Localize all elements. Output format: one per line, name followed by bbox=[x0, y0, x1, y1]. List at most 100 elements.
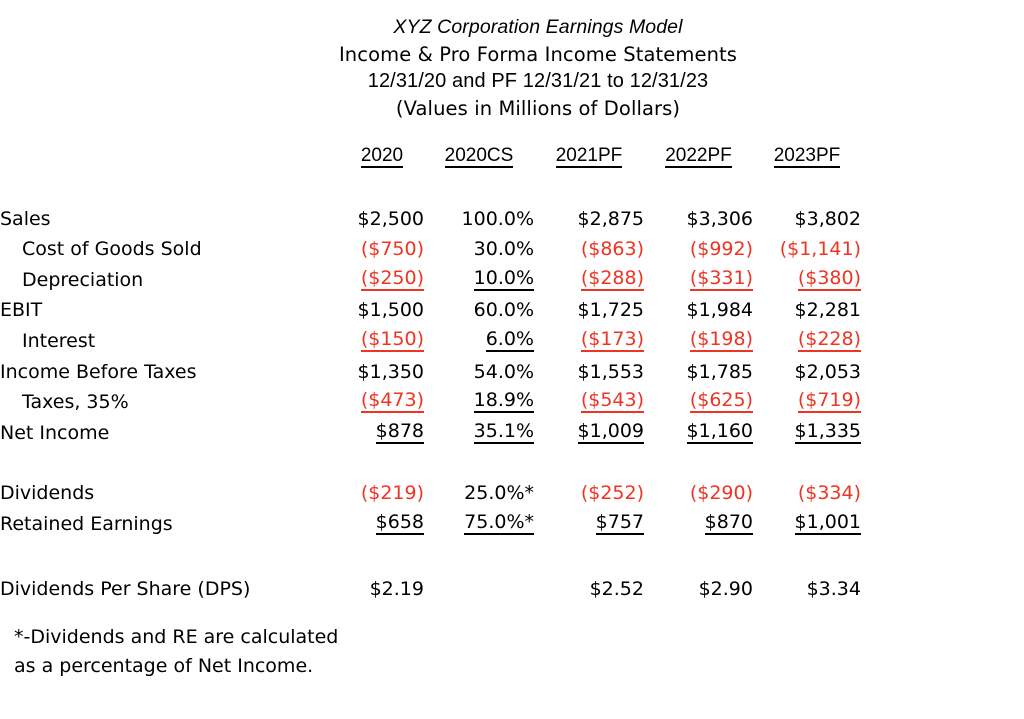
cell-2020cs bbox=[424, 569, 534, 600]
cell-2021pf: ($252) bbox=[580, 482, 644, 505]
header-cell-2022pf: 2022PF bbox=[644, 137, 753, 169]
table-row-dividends-per-share: Dividends Per Share (DPS) $2.19 $2.52 $2… bbox=[0, 569, 861, 600]
header-label-2023pf: 2023PF bbox=[773, 145, 841, 168]
cell-2020cs: 18.9% bbox=[473, 389, 534, 414]
cell-2020cs: 30.0% bbox=[473, 238, 534, 261]
row-label: Income Before Taxes bbox=[0, 360, 197, 383]
cell-2021pf: ($863) bbox=[580, 238, 644, 261]
cell-2021pf: ($543) bbox=[580, 389, 644, 414]
spacer-row bbox=[0, 444, 861, 474]
footnote-line-2: as a percentage of Net Income. bbox=[14, 655, 314, 677]
document-title-block: XYZ Corporation Earnings Model Income & … bbox=[0, 14, 1024, 122]
cell-2023pf: $2,053 bbox=[794, 360, 861, 383]
header-cell-2020cs: 2020CS bbox=[424, 137, 534, 169]
cell-2022pf: $870 bbox=[704, 510, 753, 535]
cell-2022pf: ($290) bbox=[689, 482, 753, 505]
row-label: Dividends Per Share (DPS) bbox=[0, 577, 251, 600]
cell-2020: ($750) bbox=[360, 238, 424, 261]
cell-2023pf: $2,281 bbox=[794, 299, 861, 322]
cell-2020cs: 6.0% bbox=[485, 327, 534, 352]
cell-2020: $1,500 bbox=[357, 299, 424, 322]
table-row-net-income: Net Income $878 35.1% $1,009 $1,160 $1,3… bbox=[0, 413, 861, 444]
table-row-income-before-taxes: Income Before Taxes $1,350 54.0% $1,553 … bbox=[0, 352, 861, 383]
header-label-2022pf: 2022PF bbox=[665, 145, 732, 168]
table-header-row: 2020 2020CS 2021PF 2022PF 2023PF bbox=[0, 137, 861, 169]
cell-2023pf: ($334) bbox=[797, 482, 861, 505]
cell-2022pf: $1,984 bbox=[686, 299, 753, 322]
table-row-taxes: Taxes, 35% ($473) 18.9% ($543) ($625) ($… bbox=[0, 383, 861, 414]
page-subtitle: Income & Pro Forma Income Statements bbox=[338, 43, 738, 66]
header-cell-label bbox=[0, 137, 340, 169]
cell-2021pf: $1,009 bbox=[577, 419, 644, 444]
cell-2022pf: ($198) bbox=[689, 327, 753, 352]
cell-2020cs: 10.0% bbox=[473, 266, 534, 291]
cell-2020: $2.19 bbox=[369, 577, 424, 600]
header-label-2021pf: 2021PF bbox=[555, 145, 623, 168]
cell-2020: ($219) bbox=[360, 482, 424, 505]
table-row-ebit: EBIT $1,500 60.0% $1,725 $1,984 $2,281 bbox=[0, 291, 861, 322]
table-row-retained-earnings: Retained Earnings $658 75.0%* $757 $870 … bbox=[0, 504, 861, 535]
row-label: EBIT bbox=[0, 299, 43, 322]
cell-2022pf: $2.90 bbox=[698, 577, 753, 600]
cell-2021pf: $2,875 bbox=[577, 207, 644, 230]
cell-2020cs: 54.0% bbox=[473, 360, 534, 383]
cell-2020: ($473) bbox=[360, 389, 424, 414]
income-statement-table: 2020 2020CS 2021PF 2022PF 2023PF Sales $… bbox=[0, 137, 861, 600]
page-title: XYZ Corporation Earnings Model bbox=[393, 16, 683, 38]
row-label: Retained Earnings bbox=[0, 512, 173, 535]
table-row-depreciation: Depreciation ($250) 10.0% ($288) ($331) … bbox=[0, 260, 861, 291]
row-label: Dividends bbox=[0, 482, 95, 505]
cell-2023pf: ($719) bbox=[797, 389, 861, 414]
cell-2022pf: ($331) bbox=[689, 266, 753, 291]
cell-2020: ($150) bbox=[360, 327, 424, 352]
table-row-dividends: Dividends ($219) 25.0%* ($252) ($290) ($… bbox=[0, 474, 861, 505]
cell-2020cs: 25.0%* bbox=[464, 482, 534, 505]
cell-2021pf: $1,553 bbox=[577, 360, 644, 383]
header-label-2020: 2020 bbox=[360, 145, 404, 168]
row-label: Interest bbox=[22, 329, 96, 352]
footnote: *-Dividends and RE are calculated as a p… bbox=[14, 623, 338, 681]
row-label: Depreciation bbox=[22, 268, 144, 291]
cell-2020cs: 60.0% bbox=[473, 299, 534, 322]
table-row-cost-of-goods-sold: Cost of Goods Sold ($750) 30.0% ($863) (… bbox=[0, 230, 861, 261]
page-date-range: 12/31/20 and PF 12/31/21 to 12/31/23 bbox=[367, 70, 709, 92]
header-cell-2021pf: 2021PF bbox=[534, 137, 644, 169]
cell-2021pf: $1,725 bbox=[577, 299, 644, 322]
cell-2020: $2,500 bbox=[357, 207, 424, 230]
row-label: Net Income bbox=[0, 421, 110, 444]
cell-2023pf: $3.34 bbox=[806, 577, 861, 600]
cell-2021pf: ($173) bbox=[580, 327, 644, 352]
cell-2021pf: $757 bbox=[595, 510, 644, 535]
cell-2023pf: ($228) bbox=[797, 327, 861, 352]
cell-2020: $1,350 bbox=[357, 360, 424, 383]
cell-2022pf: $3,306 bbox=[686, 207, 753, 230]
footnote-line-1: *-Dividends and RE are calculated bbox=[14, 626, 339, 648]
table-row-interest: Interest ($150) 6.0% ($173) ($198) ($228… bbox=[0, 321, 861, 352]
header-cell-2023pf: 2023PF bbox=[753, 137, 861, 169]
cell-2022pf: $1,785 bbox=[686, 360, 753, 383]
cell-2023pf: ($1,141) bbox=[779, 238, 861, 261]
row-label: Sales bbox=[0, 207, 51, 230]
cell-2020: $878 bbox=[375, 419, 424, 444]
cell-2020cs: 100.0% bbox=[461, 207, 534, 230]
cell-2023pf: ($380) bbox=[797, 266, 861, 291]
page-units-note: (Values in Millions of Dollars) bbox=[395, 97, 681, 120]
cell-2022pf: ($992) bbox=[689, 238, 753, 261]
cell-2020: ($250) bbox=[360, 266, 424, 291]
spacer-row bbox=[0, 169, 861, 199]
spacer-row bbox=[0, 535, 861, 569]
cell-2020: $658 bbox=[375, 510, 424, 535]
header-label-2020cs: 2020CS bbox=[444, 145, 514, 168]
cell-2021pf: $2.52 bbox=[589, 577, 644, 600]
cell-2023pf: $1,001 bbox=[794, 510, 861, 535]
cell-2022pf: $1,160 bbox=[686, 419, 753, 444]
table-row-sales: Sales $2,500 100.0% $2,875 $3,306 $3,802 bbox=[0, 199, 861, 230]
cell-2023pf: $3,802 bbox=[794, 207, 861, 230]
row-label: Taxes, 35% bbox=[22, 391, 129, 414]
cell-2020cs: 35.1% bbox=[473, 419, 534, 444]
cell-2023pf: $1,335 bbox=[794, 419, 861, 444]
cell-2020cs: 75.0%* bbox=[464, 510, 534, 535]
header-cell-2020: 2020 bbox=[340, 137, 424, 169]
cell-2022pf: ($625) bbox=[689, 389, 753, 414]
